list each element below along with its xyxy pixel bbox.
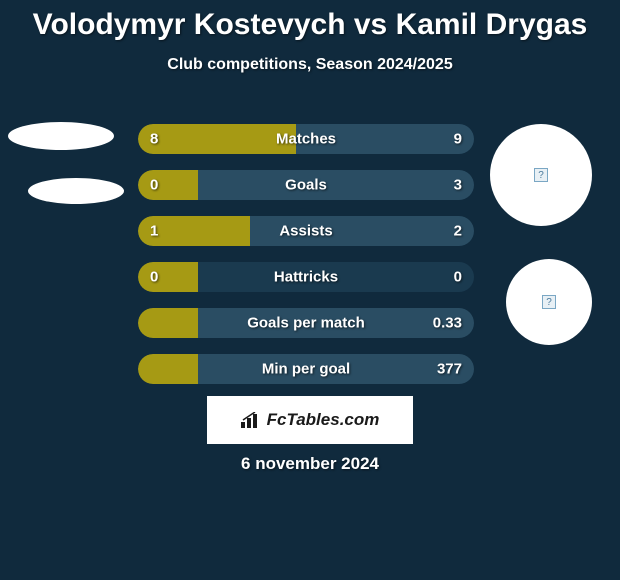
right-value: 3 — [454, 177, 462, 194]
placeholder-icon: ? — [534, 168, 548, 182]
stat-row: 8Matches9 — [138, 124, 474, 154]
stat-label: Goals — [138, 177, 474, 194]
stat-label: Min per goal — [138, 361, 474, 378]
stat-label: Hattricks — [138, 269, 474, 286]
brand-label: FcTables.com — [241, 410, 380, 430]
stat-label: Assists — [138, 223, 474, 240]
right-value: 0.33 — [433, 315, 462, 332]
stat-row: Goals per match0.33 — [138, 308, 474, 338]
date-label: 6 november 2024 — [0, 454, 620, 474]
left-player-ellipse — [28, 178, 124, 204]
comparison-bars: 8Matches90Goals31Assists20Hattricks0Goal… — [138, 124, 474, 400]
subtitle: Club competitions, Season 2024/2025 — [0, 56, 620, 74]
stat-row: 0Goals3 — [138, 170, 474, 200]
right-value: 9 — [454, 131, 462, 148]
placeholder-icon: ? — [542, 295, 556, 309]
brand-text: FcTables.com — [267, 410, 380, 430]
brand-box: FcTables.com — [207, 396, 413, 444]
stat-row: 0Hattricks0 — [138, 262, 474, 292]
right-player-avatar: ? — [490, 124, 592, 226]
right-value: 2 — [454, 223, 462, 240]
left-player-ellipse — [8, 122, 114, 150]
right-value: 0 — [454, 269, 462, 286]
stat-row: Min per goal377 — [138, 354, 474, 384]
page-title: Volodymyr Kostevych vs Kamil Drygas — [0, 0, 620, 42]
right-player-avatar: ? — [506, 259, 592, 345]
right-value: 377 — [437, 361, 462, 378]
brand-icon — [241, 412, 263, 428]
stat-label: Goals per match — [138, 315, 474, 332]
stat-row: 1Assists2 — [138, 216, 474, 246]
stat-label: Matches — [138, 131, 474, 148]
